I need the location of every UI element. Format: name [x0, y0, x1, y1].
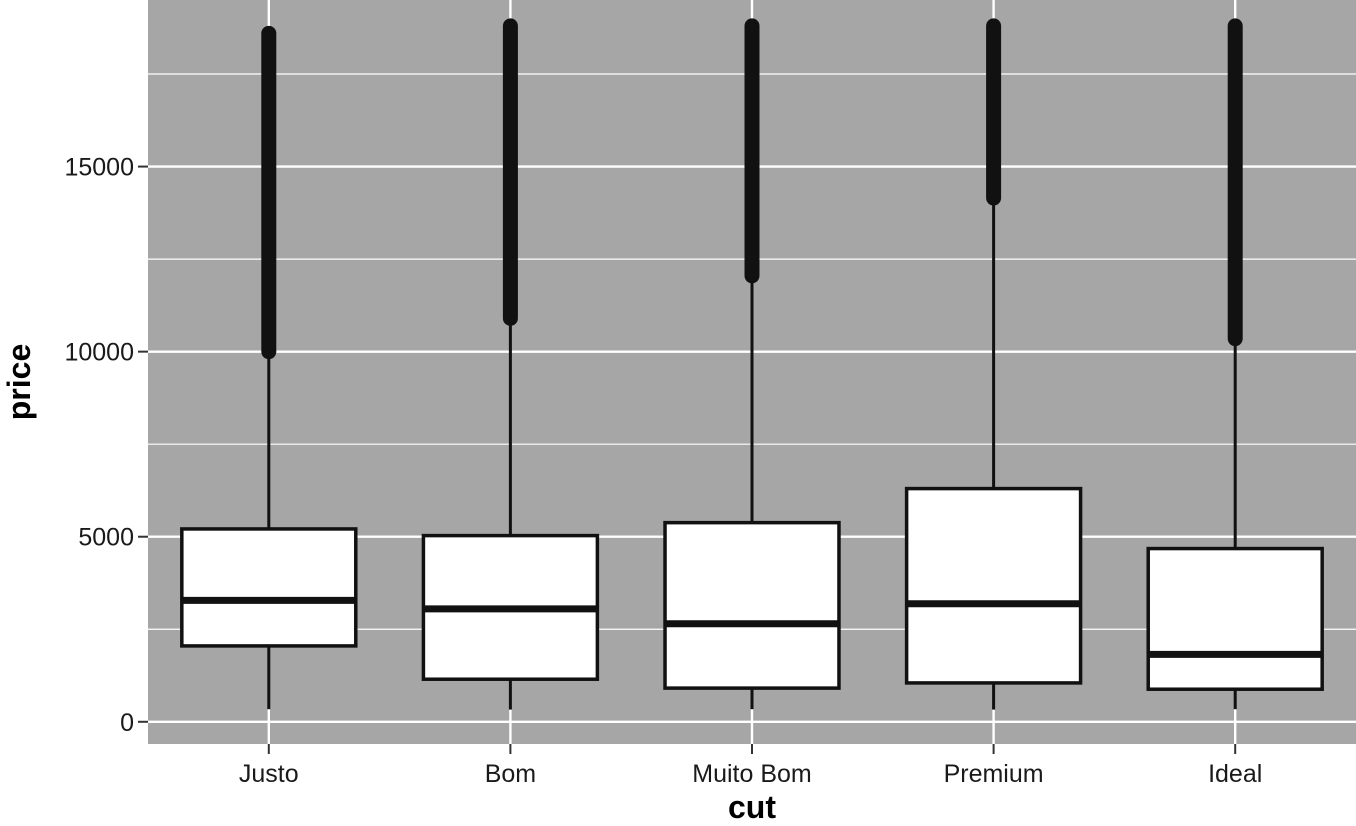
box-bom	[421, 18, 600, 710]
y-axis-ticks: 0 5000 10000 15000	[64, 154, 148, 737]
interquartile-box	[1146, 546, 1324, 691]
y-axis-title: price	[1, 344, 37, 420]
box-muito-bom	[663, 18, 841, 710]
x-tick-label: Bom	[485, 760, 536, 788]
box-justo	[180, 25, 358, 710]
y-tick-label: 15000	[64, 154, 134, 182]
x-tick-label: Premium	[944, 760, 1044, 788]
boxes	[180, 18, 1324, 710]
y-tick-label: 0	[120, 709, 134, 737]
box-ideal	[1146, 18, 1324, 710]
x-axis-title: cut	[728, 789, 776, 825]
x-tick-label: Justo	[239, 760, 299, 788]
interquartile-box	[904, 486, 1083, 685]
y-tick-label: 5000	[78, 524, 134, 552]
interquartile-box	[180, 527, 358, 648]
interquartile-box	[663, 520, 841, 690]
x-tick-label: Ideal	[1208, 760, 1262, 788]
x-axis-ticks: Justo Bom Muito Bom Premium Ideal	[239, 744, 1262, 788]
box-premium	[904, 18, 1083, 710]
y-tick-label: 10000	[64, 339, 134, 367]
x-tick-label: Muito Bom	[692, 760, 811, 788]
